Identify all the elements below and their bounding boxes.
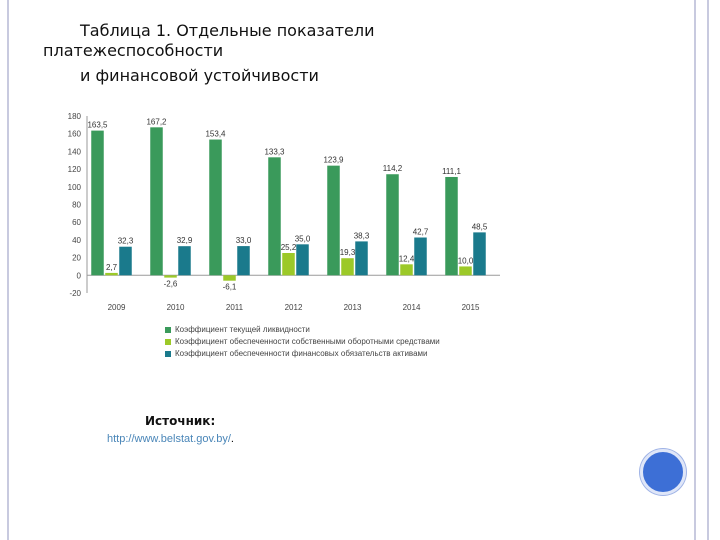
data-label-2: -2,6 bbox=[164, 280, 178, 289]
y-tick-label: 80 bbox=[72, 201, 81, 210]
y-tick-label: 20 bbox=[72, 254, 81, 263]
source-suffix: . bbox=[230, 433, 234, 445]
bar-2 bbox=[105, 272, 118, 276]
bar-1 bbox=[268, 157, 281, 276]
y-tick-label: -20 bbox=[69, 289, 81, 298]
bar-2 bbox=[164, 275, 177, 278]
bar-2 bbox=[459, 266, 472, 276]
legend-label-1: Коэффициент текущей ликвидности bbox=[175, 325, 310, 334]
x-tick-label: 2009 bbox=[108, 303, 126, 312]
data-label-2: 12,4 bbox=[399, 254, 415, 263]
bar-1 bbox=[91, 130, 104, 276]
decorative-circle bbox=[640, 449, 686, 495]
bar-1 bbox=[150, 127, 163, 276]
legend-item-1: Коэффициент текущей ликвидности bbox=[165, 325, 310, 334]
bar-2 bbox=[223, 275, 236, 281]
data-label-2: 25,2 bbox=[281, 243, 297, 252]
bar-2 bbox=[282, 252, 295, 276]
bar-3 bbox=[296, 244, 309, 276]
bar-3 bbox=[119, 246, 132, 276]
y-tick-label: 40 bbox=[72, 236, 81, 245]
data-label-3: 33,0 bbox=[236, 236, 252, 245]
bar-1 bbox=[327, 165, 340, 276]
y-tick-label: 60 bbox=[72, 218, 81, 227]
x-tick-label: 2014 bbox=[403, 303, 421, 312]
legend-swatch-1 bbox=[165, 326, 171, 333]
data-label-3: 38,3 bbox=[354, 231, 370, 240]
right-border-line-2 bbox=[707, 0, 709, 540]
data-label-2: -6,1 bbox=[223, 283, 237, 292]
data-label-2: 19,3 bbox=[340, 248, 356, 257]
data-label-2: 2,7 bbox=[106, 263, 118, 272]
data-label-3: 48,5 bbox=[472, 222, 488, 231]
data-label-1: 114,2 bbox=[383, 164, 403, 173]
legend-item-3: Коэффициент обеспеченности финансовых об… bbox=[165, 349, 428, 358]
data-label-3: 32,3 bbox=[118, 237, 134, 246]
bar-3 bbox=[178, 246, 191, 276]
bar-3 bbox=[355, 241, 368, 276]
data-label-1: 167,2 bbox=[146, 117, 167, 126]
slide-title-line-3: и финансовой устойчивости bbox=[80, 66, 319, 85]
data-label-3: 42,7 bbox=[413, 228, 429, 237]
data-label-3: 35,0 bbox=[295, 234, 311, 243]
data-label-1: 163,5 bbox=[87, 121, 108, 130]
x-tick-label: 2015 bbox=[462, 303, 480, 312]
y-tick-label: 140 bbox=[68, 147, 82, 156]
bar-1 bbox=[209, 139, 222, 276]
data-label-1: 153,4 bbox=[205, 130, 226, 139]
bar-3 bbox=[237, 246, 250, 276]
legend-swatch-3 bbox=[165, 350, 171, 357]
source-label: Источник: bbox=[145, 414, 216, 428]
right-border-line-1 bbox=[694, 0, 696, 540]
data-label-1: 123,9 bbox=[323, 156, 344, 165]
slide-title-line-2: платежеспособности bbox=[43, 41, 224, 60]
legend-label-2: Коэффициент обеспеченности собственными … bbox=[175, 337, 440, 346]
y-tick-label: 0 bbox=[77, 271, 82, 280]
source-link[interactable]: http://www.belstat.gov.by/ bbox=[107, 433, 231, 445]
bar-1 bbox=[445, 176, 458, 276]
data-label-2: 10,0 bbox=[458, 256, 474, 265]
slide-title-line-1: Таблица 1. Отдельные показатели bbox=[80, 21, 375, 40]
y-tick-label: 160 bbox=[68, 130, 82, 139]
bar-chart: 180 160 140 120 100 80 60 40 20 0 -20 163,5 2,7 32,3 2… bbox=[68, 112, 500, 312]
data-label-1: 133,3 bbox=[264, 147, 285, 156]
legend-swatch-2 bbox=[165, 338, 171, 345]
data-label-3: 32,9 bbox=[177, 236, 193, 245]
x-tick-label: 2010 bbox=[167, 303, 185, 312]
x-tick-label: 2011 bbox=[226, 303, 244, 312]
legend-item-2: Коэффициент обеспеченности собственными … bbox=[165, 337, 440, 346]
bar-3 bbox=[414, 237, 427, 276]
source-row: http://www.belstat.gov.by/. bbox=[107, 433, 234, 445]
bar-3 bbox=[473, 232, 486, 276]
bar-1 bbox=[386, 174, 399, 276]
x-tick-label: 2012 bbox=[285, 303, 303, 312]
bar-2 bbox=[341, 258, 354, 276]
y-tick-label: 100 bbox=[68, 183, 82, 192]
left-border-line bbox=[7, 0, 9, 540]
data-label-1: 111,1 bbox=[442, 167, 461, 176]
legend-label-3: Коэффициент обеспеченности финансовых об… bbox=[175, 349, 428, 358]
x-tick-label: 2013 bbox=[344, 303, 362, 312]
y-tick-label: 120 bbox=[68, 165, 82, 174]
y-tick-label: 180 bbox=[68, 112, 82, 121]
bar-2 bbox=[400, 264, 413, 276]
